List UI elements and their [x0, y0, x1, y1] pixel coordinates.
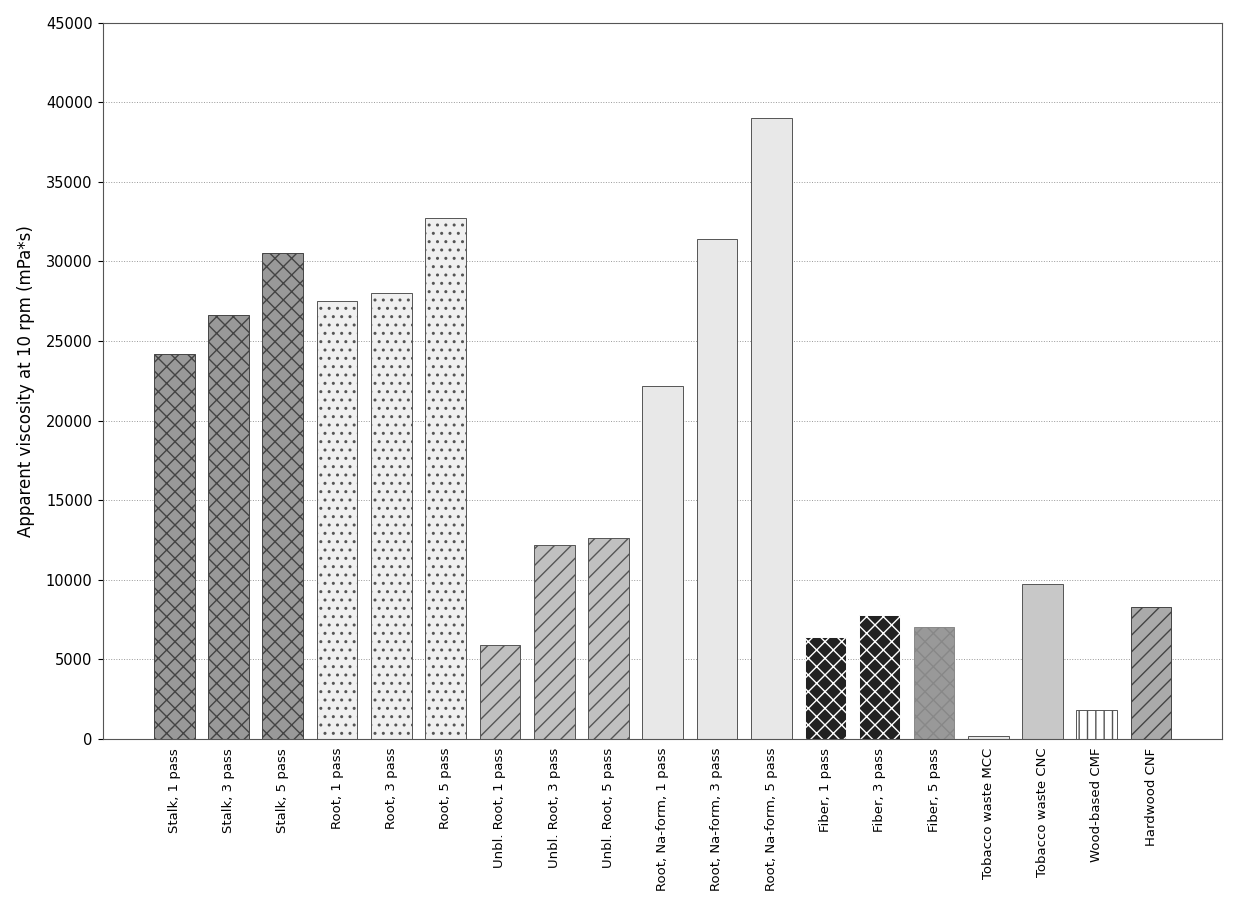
Bar — [751, 118, 792, 739]
Bar — [696, 239, 737, 739]
Bar — [370, 293, 411, 739]
Bar — [589, 538, 628, 739]
Bar — [1131, 607, 1171, 739]
Bar — [263, 253, 304, 739]
Bar — [913, 627, 954, 739]
Bar — [479, 645, 520, 739]
Bar — [860, 615, 900, 739]
Bar — [317, 301, 357, 739]
Bar — [1077, 710, 1118, 739]
Y-axis label: Apparent viscosity at 10 rpm (mPa*s): Apparent viscosity at 10 rpm (mPa*s) — [16, 225, 35, 537]
Bar — [968, 735, 1009, 739]
Bar — [154, 354, 195, 739]
Bar — [425, 219, 466, 739]
Bar — [642, 386, 683, 739]
Bar — [1022, 585, 1063, 739]
Bar — [805, 637, 846, 739]
Bar — [534, 545, 575, 739]
Bar — [208, 315, 249, 739]
